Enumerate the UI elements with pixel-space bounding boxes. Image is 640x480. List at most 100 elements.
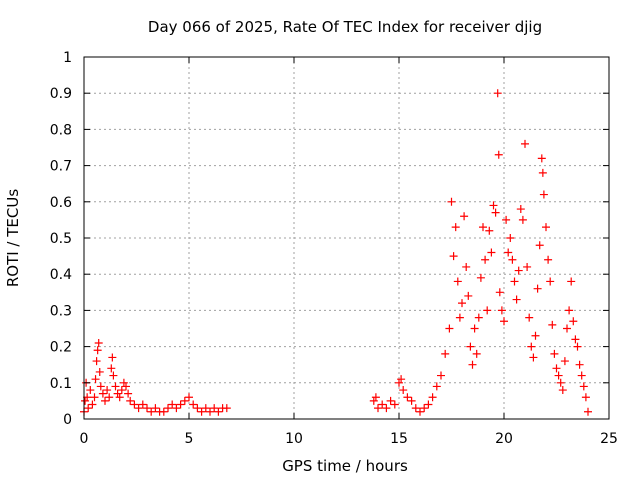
- data-point: [552, 364, 561, 373]
- data-point: [563, 324, 571, 333]
- data-point: [374, 404, 382, 413]
- y-tick-label: 1: [63, 50, 72, 66]
- data-point: [571, 335, 580, 344]
- data-point: [554, 371, 563, 380]
- y-tick-label: 0.8: [50, 122, 72, 138]
- data-point: [569, 317, 578, 326]
- data-point: [584, 407, 592, 416]
- data-point: [485, 226, 494, 235]
- data-point: [403, 393, 412, 402]
- data-point: [210, 404, 219, 413]
- data-point: [468, 360, 477, 369]
- data-point: [495, 288, 504, 297]
- y-axis-label: ROTI / TECUs: [4, 189, 22, 287]
- axis-ticks: 0 5 10 15 20 25 0 0.1 0.2 0.3 0.4 0.5 0.6 0.7 0.8 0.9 1: [50, 50, 618, 447]
- data-point: [197, 407, 206, 416]
- data-point: [86, 386, 95, 395]
- data-point: [138, 400, 147, 409]
- data-point: [382, 404, 391, 413]
- data-point: [538, 168, 547, 177]
- data-point: [126, 396, 135, 405]
- data-point: [466, 342, 475, 351]
- data-point: [369, 396, 378, 405]
- data-point: [535, 241, 544, 250]
- data-point: [504, 248, 513, 257]
- data-point: [483, 306, 492, 315]
- data-point: [172, 404, 181, 413]
- data-point: [441, 349, 450, 358]
- data-point: [103, 386, 112, 395]
- data-point: [432, 382, 441, 391]
- data-point: [573, 342, 582, 351]
- data-point: [525, 313, 534, 322]
- data-point: [531, 331, 540, 340]
- y-tick-label: 0.4: [50, 267, 72, 283]
- data-point: [206, 407, 214, 416]
- y-tick-label: 0.2: [50, 340, 72, 356]
- data-point: [94, 338, 103, 347]
- data-point: [222, 404, 231, 413]
- data-point: [550, 349, 559, 358]
- x-tick-label: 10: [285, 431, 303, 447]
- data-point: [506, 234, 515, 242]
- data-point: [487, 248, 496, 257]
- data-point: [164, 404, 172, 413]
- data-point: [185, 393, 193, 402]
- y-tick-label: 0.6: [50, 195, 72, 211]
- data-point: [147, 407, 156, 416]
- data-point: [497, 306, 506, 315]
- data-point: [119, 378, 128, 387]
- data-point: [537, 154, 546, 163]
- data-point: [420, 404, 429, 413]
- data-point: [581, 393, 590, 402]
- data-point: [416, 407, 424, 416]
- data-point: [464, 291, 473, 300]
- data-point: [474, 313, 483, 322]
- data-point: [109, 371, 118, 380]
- y-tick-label: 0: [63, 412, 72, 428]
- data-point: [516, 205, 525, 214]
- data-point: [424, 400, 433, 409]
- data-point: [508, 255, 517, 264]
- x-tick-label: 5: [185, 431, 194, 447]
- data-point: [98, 389, 107, 398]
- data-point: [548, 320, 557, 329]
- data-point: [134, 404, 143, 413]
- data-point: [544, 255, 553, 264]
- data-point: [111, 382, 120, 391]
- data-point: [159, 407, 168, 416]
- data-point: [108, 353, 117, 362]
- data-point: [518, 215, 527, 224]
- data-point: [472, 349, 481, 358]
- data-point: [514, 266, 523, 275]
- data-point: [460, 212, 469, 221]
- data-point: [521, 139, 529, 148]
- data-point: [565, 306, 574, 315]
- grid-lines: [84, 57, 609, 419]
- data-point: [458, 299, 466, 308]
- data-point: [500, 317, 508, 326]
- data-point: [95, 367, 104, 376]
- data-point: [214, 407, 223, 416]
- y-tick-label: 0.9: [50, 86, 72, 102]
- x-axis-label: GPS time / hours: [282, 457, 408, 475]
- data-point: [539, 190, 548, 199]
- x-tick-label: 15: [390, 431, 408, 447]
- y-tick-label: 0.5: [50, 231, 72, 247]
- data-point: [193, 404, 202, 413]
- data-point: [378, 400, 387, 409]
- data-point: [122, 382, 130, 391]
- data-point: [510, 277, 519, 286]
- data-point: [428, 393, 437, 402]
- data-point: [575, 360, 584, 369]
- y-tick-label: 0.3: [50, 303, 72, 319]
- data-point: [481, 255, 490, 264]
- x-tick-label: 0: [80, 431, 89, 447]
- data-point: [124, 389, 133, 398]
- data-point: [201, 404, 210, 413]
- x-tick-label: 20: [495, 431, 513, 447]
- data-point: [96, 382, 105, 391]
- data-point: [168, 400, 177, 409]
- data-point: [449, 252, 458, 261]
